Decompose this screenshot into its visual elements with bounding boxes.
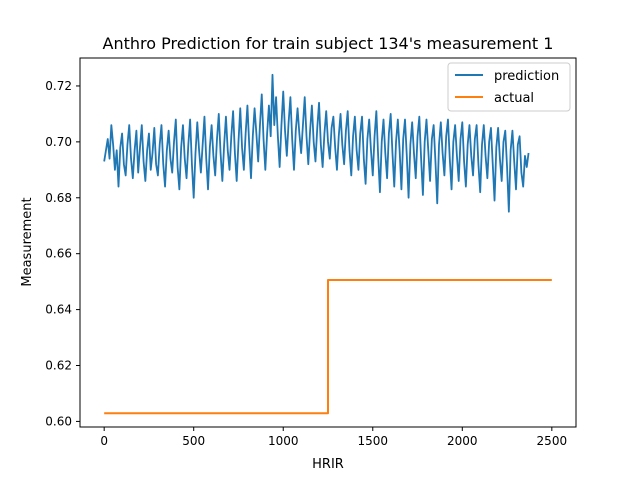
x-tick-label: 500 [182, 434, 205, 448]
legend: prediction actual [447, 62, 571, 112]
series-line-prediction [103, 73, 530, 213]
chart-title: Anthro Prediction for train subject 134'… [103, 34, 554, 53]
y-tick-label: 0.62 [45, 359, 72, 373]
y-tick-label: 0.64 [45, 303, 72, 317]
series-line-actual [104, 278, 552, 415]
x-tick-label: 2500 [537, 434, 568, 448]
x-tick-label: 2000 [447, 434, 478, 448]
x-tick-label: 1000 [268, 434, 299, 448]
axes-frame [79, 57, 577, 428]
series-layer [103, 73, 552, 415]
y-tick-label: 0.72 [45, 79, 72, 93]
y-tick-label: 0.70 [45, 135, 72, 149]
ticks-layer: 0 500 1000 1500 2000 2500 0.60 0.62 0.64 0.66 0.68… [45, 79, 567, 448]
y-tick-label: 0.60 [45, 414, 72, 428]
x-tick-label: 1500 [357, 434, 388, 448]
legend-label-prediction: prediction [494, 69, 559, 84]
y-tick-label: 0.68 [45, 191, 72, 205]
x-tick-label: 0 [100, 434, 108, 448]
x-axis-label: HRIR [312, 457, 344, 472]
y-axis-label: Measurement [20, 197, 35, 286]
legend-label-actual: actual [494, 91, 534, 106]
y-tick-label: 0.66 [45, 247, 72, 261]
